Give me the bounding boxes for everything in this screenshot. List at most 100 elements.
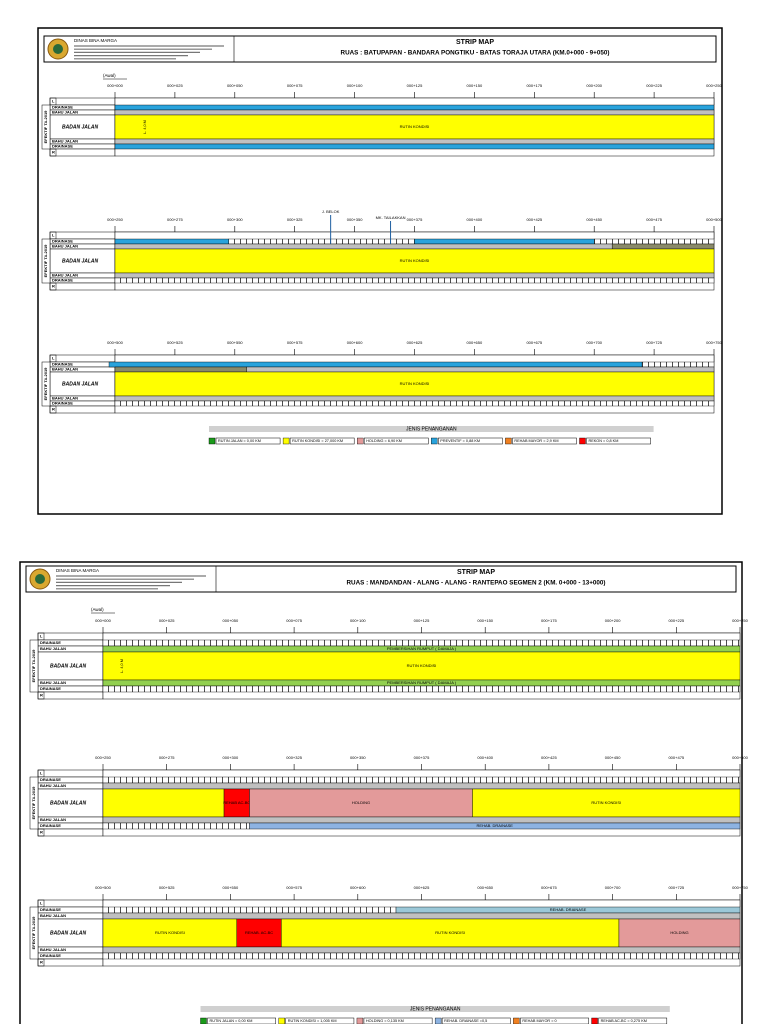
legend-box xyxy=(363,1017,433,1024)
row-label: BAHU JALAN xyxy=(40,680,66,685)
chainage-label: 000+125 xyxy=(407,83,423,88)
treatment-segment xyxy=(114,371,715,397)
legend-box xyxy=(598,1017,668,1024)
row-label: DRAINASE xyxy=(52,362,73,367)
row-label: BAHU JALAN xyxy=(40,783,66,788)
row-label: BAHU JALAN xyxy=(40,817,66,822)
row-label: BADAN JALAN xyxy=(50,800,87,806)
chainage-label: 000+425 xyxy=(526,217,542,222)
chainage-label: 000+750 xyxy=(706,340,722,345)
row-label: BADAN JALAN xyxy=(62,381,99,387)
segment-label: PEMBERSIHAN RUMPUT ( DAMAJA ) xyxy=(387,646,457,651)
chainage-label: 000+300 xyxy=(223,755,239,760)
row-label: R xyxy=(40,960,43,965)
row-label-cell xyxy=(37,651,104,681)
legend-item: REHAB AC-BC = 0,275 KM xyxy=(601,1019,647,1023)
legend-item: REHAB MAYOR = 2,9 KM xyxy=(514,439,558,443)
row-flag xyxy=(37,958,45,967)
legend: JENIS PENANGANAN RUTIN JALAN = 0,00 KM RUT… xyxy=(200,1006,670,1024)
treatment-segment xyxy=(102,946,741,954)
chainage-label: 000+175 xyxy=(526,83,542,88)
side-cell xyxy=(29,906,39,960)
side-label: EFEKTIF TA.2019 xyxy=(31,649,36,683)
chainage-label: 000+500 xyxy=(95,885,111,890)
treatment-segment xyxy=(114,238,230,245)
chainage-label: 000+550 xyxy=(227,340,243,345)
chainage-label: 000+200 xyxy=(586,83,602,88)
row-label: BADAN JALAN xyxy=(62,124,99,130)
strip-panel: 000+000 000+025 000+050 000+075 000+100 000+1… xyxy=(41,83,723,157)
treatment-segment xyxy=(641,361,715,368)
legend-swatch xyxy=(282,437,290,445)
segment-label: REHAB. DRAINASE xyxy=(550,907,587,912)
treatment-segment xyxy=(114,395,715,402)
chainage-label: 000+000 xyxy=(107,83,123,88)
row-label: BAHU JALAN xyxy=(52,244,78,249)
legend-title-bar xyxy=(209,426,654,432)
legend-box xyxy=(207,1017,276,1024)
chainage-label: 000+600 xyxy=(347,340,363,345)
legend-swatch xyxy=(505,437,512,445)
chainage-label: 000+225 xyxy=(668,618,684,623)
side-cell xyxy=(41,361,51,407)
side-label: EFEKTIF TA.2019 xyxy=(31,786,36,820)
side-cell xyxy=(29,639,39,693)
chainage-label: 000+175 xyxy=(541,618,557,623)
chainage-label: 000+000 xyxy=(95,618,111,623)
chainage-label: 000+300 xyxy=(227,217,243,222)
row-label: R xyxy=(52,407,55,412)
treatment-segment xyxy=(102,776,741,784)
legend-swatch xyxy=(208,437,216,445)
row-label: L xyxy=(40,634,43,639)
chainage-label: 000+250 xyxy=(706,83,722,88)
row-label: BAHU JALAN xyxy=(40,947,66,952)
note: J. BELOK xyxy=(322,209,340,214)
chainage-label: 000+275 xyxy=(159,755,175,760)
chainage-label: 000+500 xyxy=(732,755,748,760)
chainage-label: 000+750 xyxy=(732,885,748,890)
side-cell xyxy=(41,104,51,150)
treatment-segment xyxy=(102,918,237,948)
side-label: EFEKTIF TA.2019 xyxy=(43,110,48,144)
chainage-label: 000+400 xyxy=(477,755,493,760)
treatment-segment xyxy=(249,788,473,818)
row-label-cell xyxy=(37,691,104,700)
treatment-segment xyxy=(102,651,741,681)
row-label: DRAINASE xyxy=(40,907,61,912)
treatment-segment xyxy=(249,822,741,830)
row-label: DRAINASE xyxy=(52,239,73,244)
legend-swatch xyxy=(591,1017,598,1024)
segment-label: HOLDING xyxy=(352,800,370,805)
chainage-label: 000+225 xyxy=(646,83,662,88)
row-label: BAHU JALAN xyxy=(52,139,78,144)
chainage-label: 000+275 xyxy=(167,217,183,222)
chainage-label: 000+525 xyxy=(167,340,183,345)
treatment-segment xyxy=(114,272,715,279)
strip-panel: 000+500 000+525 000+550 000+575 000+600 000+6… xyxy=(29,885,749,967)
row-flag xyxy=(37,691,45,700)
legend-box xyxy=(285,1017,355,1024)
treatment-segment xyxy=(102,822,250,830)
chainage-label: 000+500 xyxy=(107,340,123,345)
chainage-label: 000+575 xyxy=(286,885,302,890)
legend-title: JENIS PENANGANAN xyxy=(406,426,457,432)
row-label-cell xyxy=(49,148,116,157)
note: L. 4,0 M xyxy=(143,120,147,134)
legend-item: HOLDING = 0,135 KM xyxy=(366,1019,404,1023)
chainage-label: 000+575 xyxy=(287,340,303,345)
chainage-label: 000+325 xyxy=(287,217,303,222)
chainage-label: 000+500 xyxy=(706,217,722,222)
chainage-label: 000+150 xyxy=(477,618,493,623)
chainage-label: 000+375 xyxy=(407,217,423,222)
chainage-label: 000+025 xyxy=(167,83,183,88)
org-name: DINAS BINA MARGA xyxy=(56,568,99,573)
legend-box xyxy=(441,1017,511,1024)
row-label-cell xyxy=(37,769,104,778)
start-label: (Awal) xyxy=(103,73,116,78)
row-label: BAHU JALAN xyxy=(52,396,78,401)
row-label: DRAINASE xyxy=(40,777,61,782)
segment-label: RUTIN KONDISI xyxy=(400,124,430,129)
legend-item: REHAB MAYOR = 0 xyxy=(522,1019,556,1023)
chainage-label: 000+075 xyxy=(287,83,303,88)
